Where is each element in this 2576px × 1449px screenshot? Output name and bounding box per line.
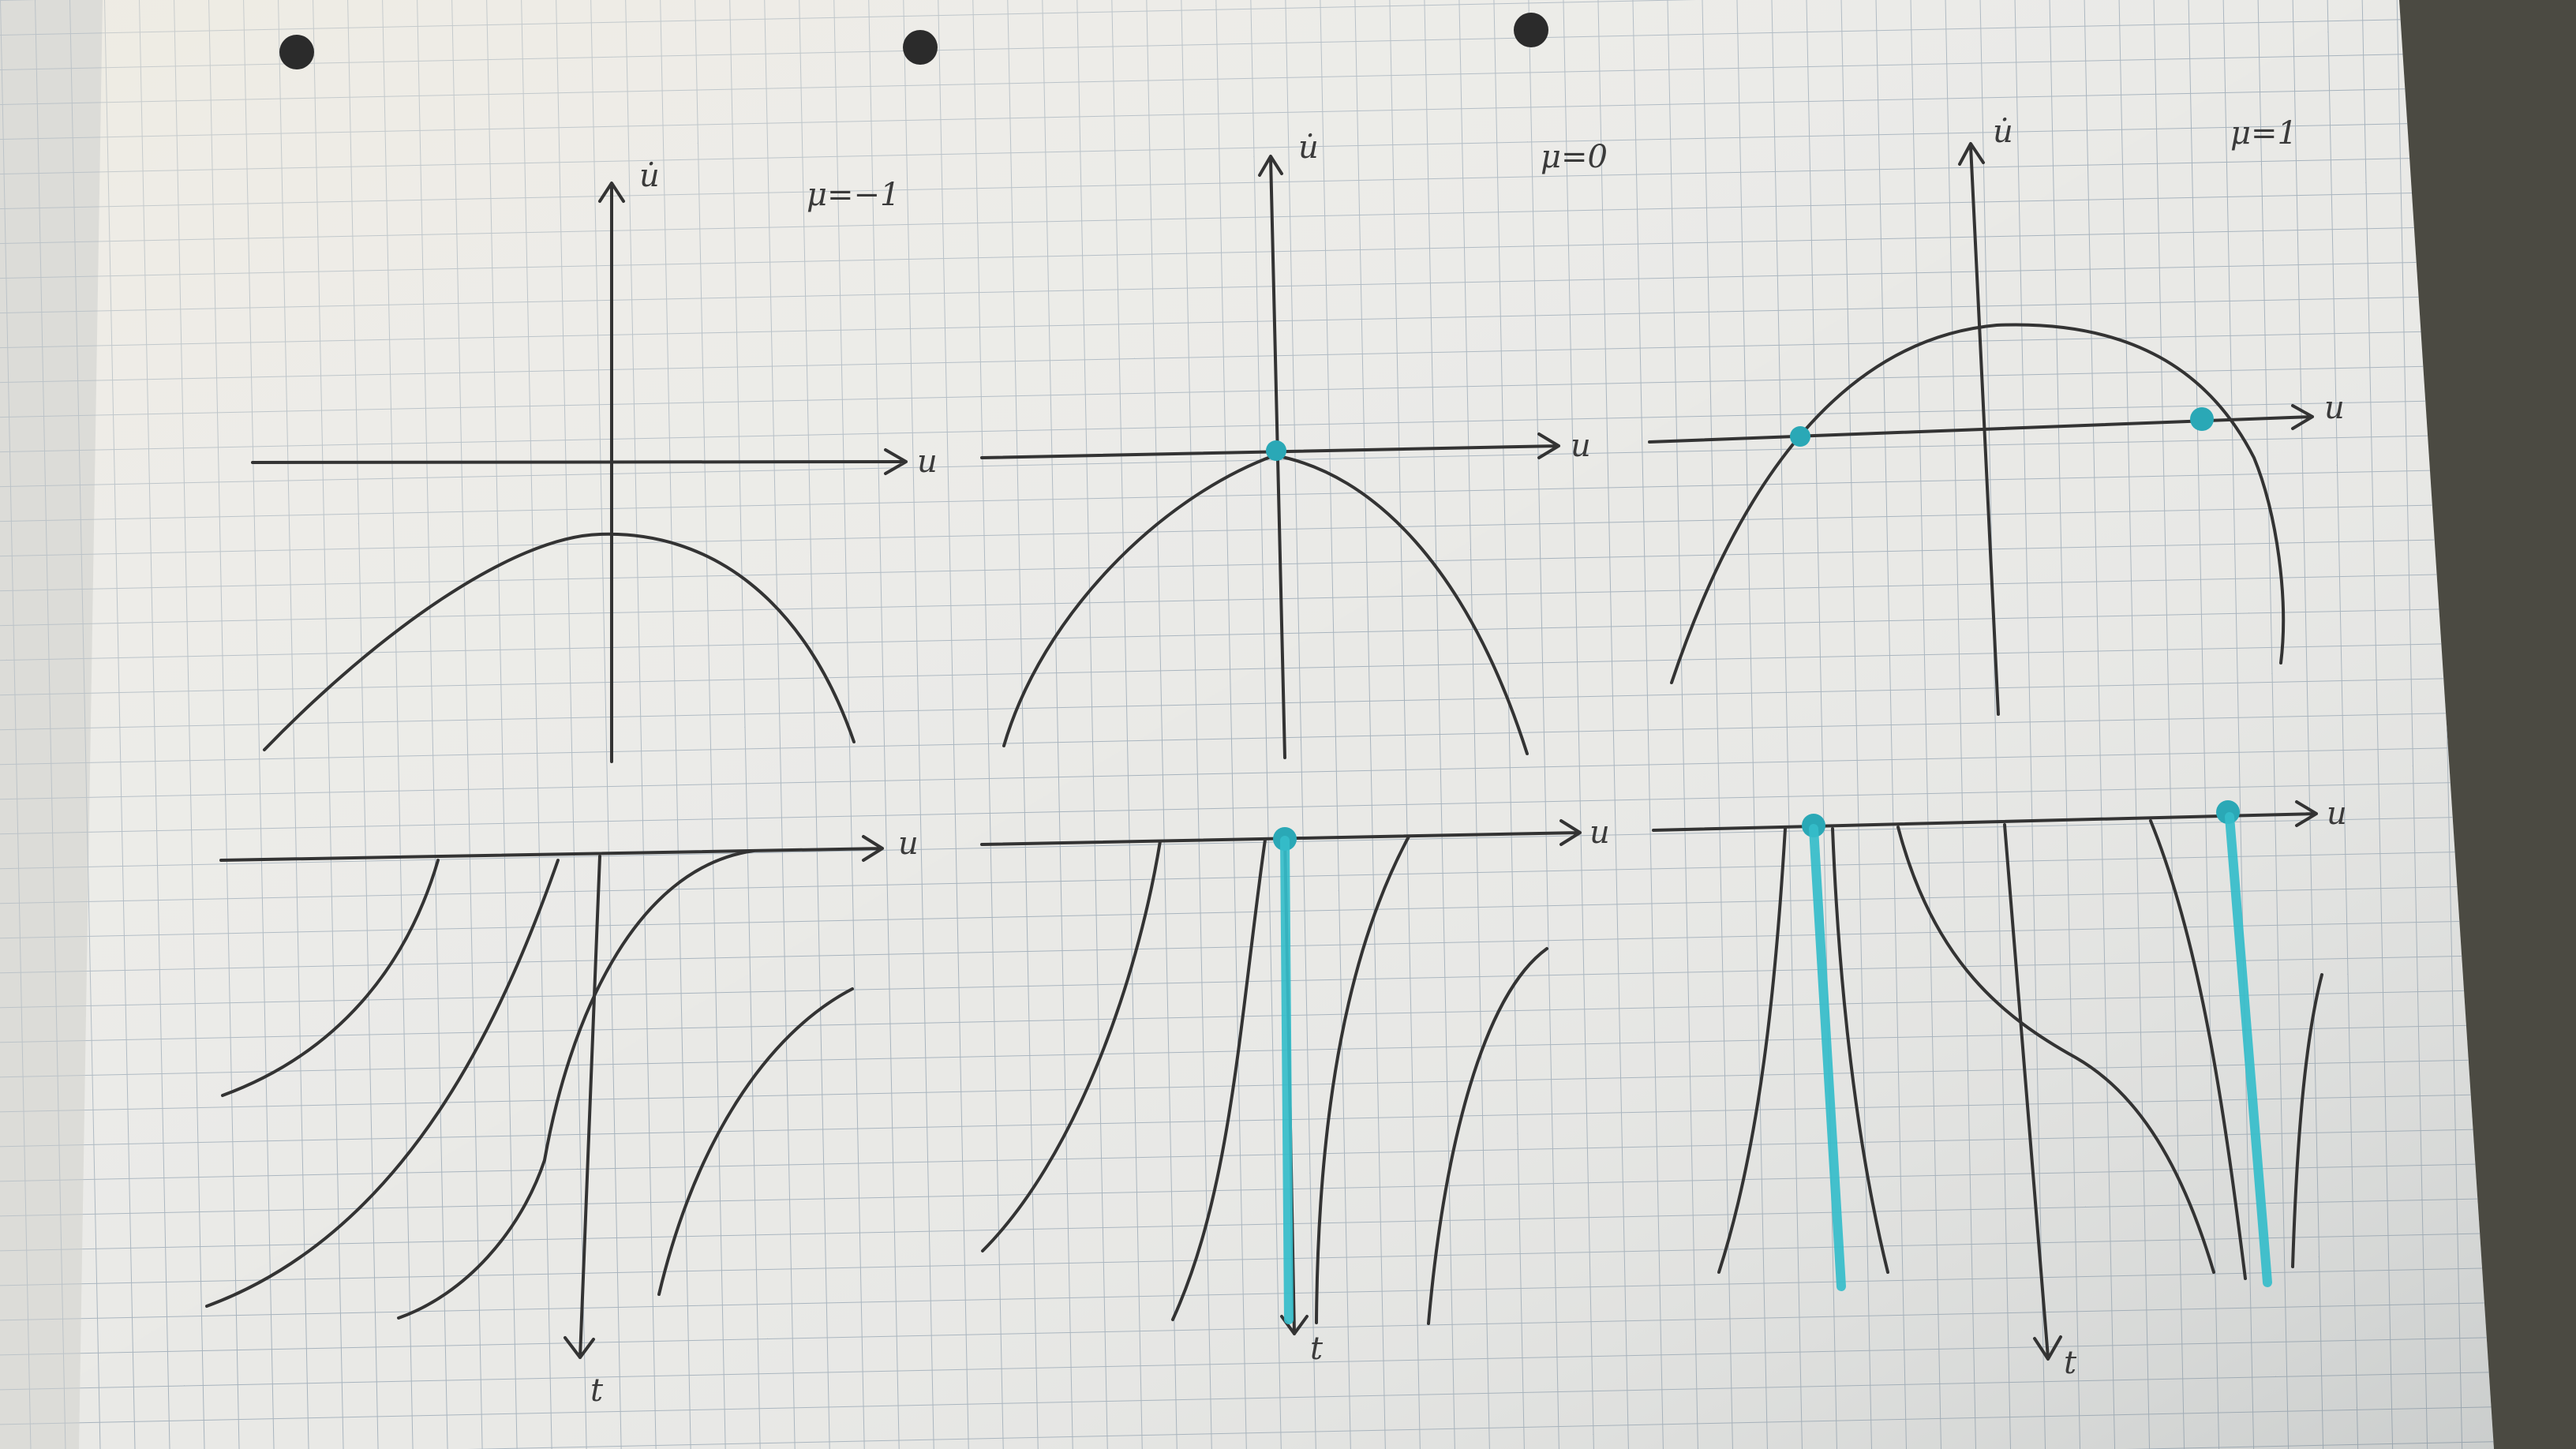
t-label: t: [590, 1372, 604, 1409]
time-axis-t: [2003, 823, 2062, 1361]
trajectory: [221, 859, 440, 1097]
punch-hole: [279, 35, 314, 69]
trajectory: [1427, 947, 1548, 1325]
trajectory: [1171, 838, 1267, 1321]
panel-mu-zero: [980, 155, 1582, 1335]
punch-hole: [1514, 13, 1548, 47]
t-label: t: [2064, 1345, 2077, 1381]
param-label: μ=0: [1541, 139, 1608, 175]
panel-mu-plus-one: [1648, 142, 2323, 1361]
phase-axis-udot: [598, 182, 625, 763]
udot-label: u̇: [1993, 114, 2013, 150]
u-label: u: [1571, 428, 1591, 464]
trajectory: [397, 849, 755, 1320]
param-label: μ=−1: [807, 177, 900, 213]
trajectory: [2149, 819, 2247, 1280]
trajectory: [981, 840, 1162, 1252]
udot-label: u̇: [1298, 129, 1319, 166]
time-axis-t: [564, 855, 601, 1359]
punch-hole: [903, 30, 938, 65]
trajectory: [1896, 826, 2215, 1274]
trajectory: [205, 859, 560, 1308]
phase-curve: [1670, 323, 2286, 684]
phase-axis-u: [251, 448, 908, 475]
param-label: μ=1: [2230, 115, 2297, 152]
u-label: u: [917, 444, 938, 480]
u-label: u: [2327, 796, 2347, 832]
equilibrium-line: [1280, 836, 1294, 1324]
panel-mu-minus-one: [205, 182, 908, 1359]
time-axis-u: [219, 835, 884, 862]
phase-curve: [263, 532, 856, 751]
u-label: u: [2324, 390, 2345, 426]
equilibrium-line: [2225, 812, 2272, 1287]
trajectory: [2291, 973, 2323, 1268]
fixed-point-dot: [1790, 426, 1810, 447]
fixed-point-dot: [1266, 440, 1286, 461]
fixed-point-dot: [2190, 407, 2214, 431]
fixed-points: [1266, 407, 2240, 851]
udot-label: u̇: [639, 158, 660, 194]
time-axis-u: [1652, 800, 2318, 832]
trajectory: [1831, 827, 1889, 1274]
equilibrium-line: [1809, 824, 1846, 1291]
trajectory: [1315, 835, 1410, 1324]
t-label: t: [1310, 1331, 1324, 1367]
u-label: u: [898, 826, 919, 862]
trajectory: [657, 987, 854, 1296]
trajectory: [1717, 827, 1787, 1274]
u-label: u: [1589, 814, 1610, 851]
dark-right-edge: [2391, 0, 2576, 1449]
